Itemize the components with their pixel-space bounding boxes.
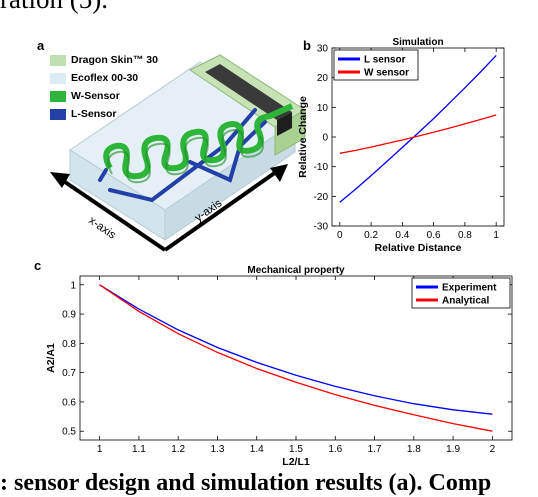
legend-label: W sensor [364,68,409,79]
y-tick-label: -10 [314,162,329,173]
y-tick-label: -30 [314,222,329,233]
x-tick-label: 0.6 [427,230,441,241]
y-tick-label: 10 [317,103,329,114]
x-tick-label: 0.8 [458,230,472,241]
x-tick-label: 1 [493,230,499,241]
material-label: Dragon Skin™ 30 [71,54,158,66]
x-tick-label: 1.9 [446,444,460,455]
y-tick-label: 30 [317,44,329,55]
y-tick-label: 20 [317,73,329,84]
y-tick-label: 0.5 [62,427,76,438]
x-tick-label: 1.3 [211,444,225,455]
panel-c-label: c [34,258,42,273]
material-label: Ecoflex 00-30 [71,72,139,84]
chart-title: Simulation [392,37,443,48]
x-axis-arrowhead [50,172,70,188]
x-tick-label: 0.2 [364,230,378,241]
x-tick-label: 1.7 [368,444,382,455]
material-swatch [50,72,66,84]
y-tick-label: -20 [314,192,329,203]
legend-label: Experiment [442,283,497,294]
x-tick-label: 1 [97,444,103,455]
footer-caption: : sensor design and simulation results (… [0,470,492,496]
material-label: W-Sensor [71,90,120,102]
x-axis-label: L2/L1 [282,456,310,468]
x-tick-label: 0 [337,230,343,241]
series-line-0 [99,284,493,415]
header-text: ration (5). [0,0,108,15]
x-tick-label: 0.4 [395,230,409,241]
material-label: L-Sensor [71,108,117,120]
material-swatch [50,54,66,66]
chart-legend: L sensor W sensor [333,49,419,81]
series-line-0 [339,54,497,203]
legend-box [333,49,419,81]
material-swatch [50,108,66,120]
axis-arrows [60,170,278,252]
x-tick-label: 2 [490,444,496,455]
y-axis-label: A2/A1 [45,343,57,373]
x-axis-label: x-axis [86,215,118,242]
y-axis-arrowhead [270,164,288,182]
x-axis-label: Relative Distance [375,242,462,254]
y-axis-label: Relative Change [297,96,309,178]
simulation-chart: Simulation 0 0.2 0.4 0.6 0.8 1 -30 -20 -10 0 10 20 30… [297,37,505,254]
x-tick-label: 1.4 [250,444,264,455]
x-tick-label: 1.5 [289,444,303,455]
x-tick-label: 1.1 [132,444,146,455]
x-tick-label: 1.8 [407,444,421,455]
panel-a-label: a [37,38,45,53]
mechanical-property-chart: Mechanical property 1 1.1 1.2 1.3 1.4 1.5 1.6 1.… [45,265,513,468]
x-tick-label: 1.2 [171,444,185,455]
panel-b-label: b [303,38,311,53]
material-key-item: Ecoflex 00-30 [50,69,158,87]
material-swatch [50,90,66,102]
series-line-1 [99,284,493,432]
material-key-item: Dragon Skin™ 30 [50,51,158,69]
material-key: Dragon Skin™ 30 Ecoflex 00-30 W-Sensor L-Se… [50,51,158,123]
series-line-1 [339,114,497,154]
y-tick-label: 0.9 [62,310,76,321]
legend-box [411,277,511,309]
x-tick-label: 1.6 [328,444,342,455]
y-tick-label: 1 [70,280,76,291]
chart-title: Mechanical property [247,265,345,276]
connector-bar [205,64,292,120]
y-tick-label: 0.7 [62,368,76,379]
y-tick-label: 0.6 [62,397,76,408]
w-sensor-serpentine [103,103,294,180]
chart-legend: Experiment Analytical [411,277,511,309]
material-key-item: L-Sensor [50,105,158,123]
legend-label: L sensor [364,55,406,66]
material-key-item: W-Sensor [50,87,158,105]
sensor-3d-illustration: x-axis y-axis [50,54,306,252]
y-tick-label: 0.8 [62,339,76,350]
y-tick-label: 0 [322,133,328,144]
legend-label: Analytical [442,296,489,307]
